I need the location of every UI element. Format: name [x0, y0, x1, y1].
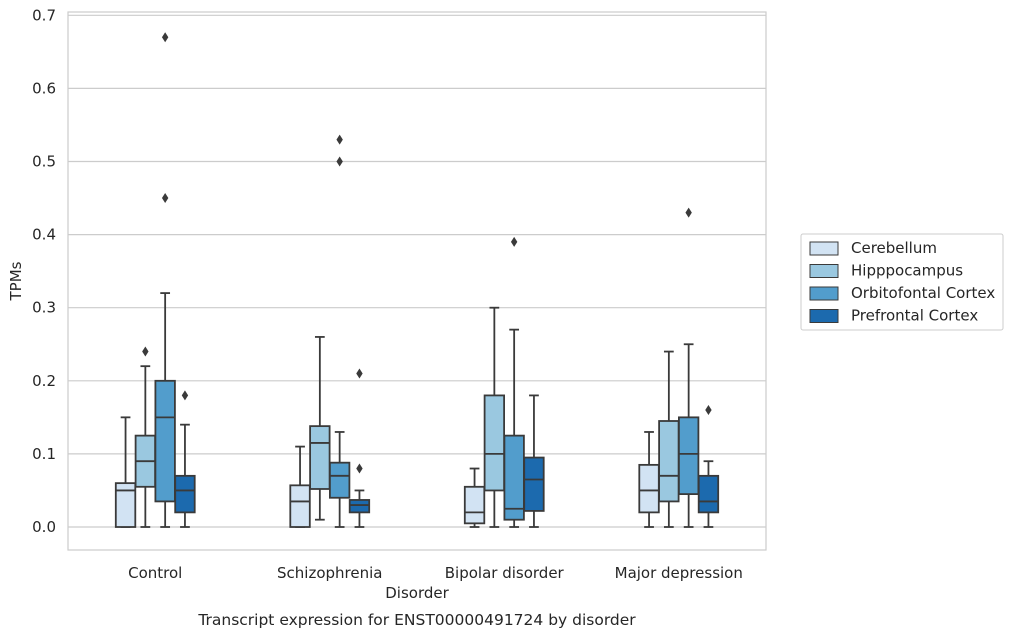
outlier-marker	[336, 156, 343, 167]
box	[134, 346, 157, 528]
legend-swatch	[809, 264, 839, 278]
box-body	[503, 434, 525, 521]
x-tick-label: Control	[128, 564, 182, 582]
series-cerebellum	[114, 416, 660, 528]
chart-caption: Transcript expression for ENST0000049172…	[197, 611, 636, 629]
y-tick-label: 0.4	[32, 226, 56, 244]
box-series	[114, 32, 720, 528]
series-prefrontal-cortex	[174, 368, 720, 528]
y-axis-ticks: 0.0 0.1 0.2 0.3 0.4 0.5 0.6 0.7	[32, 6, 56, 536]
outlier-marker	[356, 368, 363, 379]
x-tick-label: Major depression	[615, 564, 743, 582]
box-body	[638, 463, 660, 514]
box	[348, 368, 371, 528]
box	[154, 32, 176, 528]
box	[328, 134, 351, 528]
box-body	[348, 499, 371, 514]
box-body	[697, 474, 720, 514]
y-tick-label: 0.3	[32, 299, 56, 317]
legend-label: Hipppocampus	[851, 262, 963, 280]
box	[638, 431, 660, 528]
box	[523, 394, 545, 528]
box-body	[463, 485, 486, 525]
outlier-marker	[181, 390, 189, 401]
x-axis-ticks: Control Schizophrenia Bipolar disorder Majo…	[128, 564, 743, 582]
box	[658, 350, 680, 528]
x-axis-label: Disorder	[385, 584, 449, 602]
outlier-marker	[705, 405, 712, 416]
outlier-marker	[336, 134, 343, 145]
legend-swatch	[809, 309, 839, 323]
outlier-marker	[356, 463, 363, 474]
legend-label: Orbitofontal Cortex	[851, 284, 995, 302]
legend: Cerebellum Hipppocampus Orbitofontal Corte…	[800, 233, 1004, 331]
x-tick-label: Bipolar disorder	[445, 564, 565, 582]
outlier-marker	[161, 32, 169, 43]
y-tick-label: 0.0	[32, 518, 56, 536]
box	[309, 336, 331, 521]
box-body	[289, 484, 311, 528]
legend-label: Prefrontal Cortex	[851, 307, 978, 325]
series-orbitofontal-cortex	[154, 32, 700, 528]
box-body	[309, 425, 331, 490]
box-body	[678, 416, 700, 496]
box	[114, 416, 137, 528]
y-tick-label: 0.2	[32, 372, 56, 390]
legend-label: Cerebellum	[851, 239, 937, 257]
y-axis-label: TPMs	[7, 261, 25, 301]
box-body	[114, 482, 137, 528]
box	[678, 207, 700, 528]
box	[503, 236, 525, 528]
box	[697, 405, 720, 528]
y-tick-label: 0.5	[32, 153, 56, 171]
series-hipppocampus	[134, 306, 680, 528]
box	[483, 306, 506, 528]
box	[463, 467, 486, 528]
box-body	[328, 461, 351, 499]
x-tick-label: Schizophrenia	[277, 564, 382, 582]
outlier-marker	[161, 193, 169, 204]
box-body	[523, 456, 545, 512]
y-tick-label: 0.7	[32, 6, 56, 24]
legend-swatch	[809, 286, 839, 301]
legend-swatch	[809, 241, 839, 256]
box-body	[154, 379, 176, 503]
box-body	[483, 394, 506, 492]
box-body	[658, 420, 680, 503]
y-tick-label: 0.1	[32, 445, 56, 463]
plot-frame	[67, 11, 767, 551]
box	[174, 390, 196, 528]
outlier-marker	[142, 346, 149, 357]
outlier-marker	[510, 236, 518, 247]
y-tick-label: 0.6	[32, 79, 56, 97]
box-body	[174, 474, 196, 514]
box	[289, 445, 311, 528]
outlier-marker	[685, 207, 692, 218]
legend-frame	[800, 233, 1004, 331]
